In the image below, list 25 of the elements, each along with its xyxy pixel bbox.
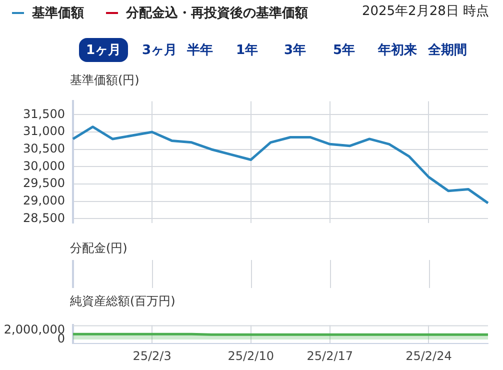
text: 年初来 [376,42,418,60]
x-tick-label: 25/2/24 [406,348,452,363]
x-tick-label: 25/2/3 [132,348,172,363]
text: 3年 [283,42,308,60]
y-tick-label: 30,500 [23,141,65,156]
x-tick-label: 25/2/10 [228,348,274,363]
text: 3ヶ月 [141,42,178,60]
legend-label: 基準価額 [32,4,84,22]
text: 全期間 [427,42,468,60]
text: 1年 [235,42,260,60]
legend-label: 分配金込・再投資後の基準価額 [126,4,308,22]
y-axis-title: 基準価額(円) [70,72,140,89]
text: 分配金(円) [70,240,128,257]
text: 5年 [332,42,356,60]
text: 2025年2月28日 時点 [362,3,489,20]
y-tick-label: 28,500 [23,210,65,225]
y-tick-label: 29,500 [23,176,65,190]
text: 1ヶ月 [79,38,128,62]
text: 半年 [186,42,214,60]
y-tick-label: 31,500 [23,106,65,121]
x-tick-label: 25/2/17 [306,348,354,363]
y-tick-label: 31,000 [23,124,65,138]
y-axis-title: 純資産総額(百万円) [70,293,176,310]
y-tick-label: 30,000 [23,158,65,173]
y-tick-label: 29,000 [23,193,65,208]
